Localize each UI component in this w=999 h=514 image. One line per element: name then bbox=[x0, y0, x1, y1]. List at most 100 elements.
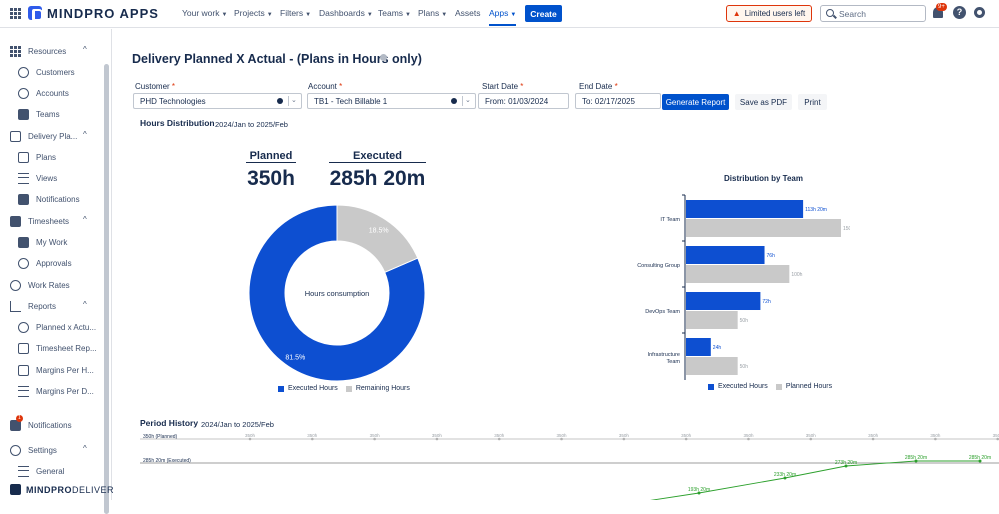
executed-point[interactable] bbox=[914, 459, 918, 463]
sidebar-item-general[interactable]: General bbox=[18, 464, 64, 478]
notifications-bell-icon[interactable] bbox=[933, 7, 943, 18]
sidebar-item-label: Work Rates bbox=[28, 280, 70, 290]
clear-icon[interactable] bbox=[277, 98, 283, 104]
sidebar-item-label: Customers bbox=[36, 67, 75, 77]
bar-planned[interactable] bbox=[686, 265, 790, 283]
search-input[interactable]: Search bbox=[820, 5, 926, 22]
planned-point[interactable] bbox=[996, 437, 999, 441]
bar-executed[interactable] bbox=[686, 200, 804, 218]
end-date-input[interactable]: To: 02/17/2025 bbox=[575, 93, 661, 109]
chevron-up-icon[interactable]: ^ bbox=[83, 130, 87, 139]
nav-apps[interactable]: Apps ▼ bbox=[489, 8, 517, 26]
category-label: Infrastructure bbox=[648, 352, 680, 358]
chevron-down-icon: ▼ bbox=[405, 12, 411, 18]
donut-value-label: 18.5% bbox=[369, 227, 389, 234]
nav-your-work[interactable]: Your work ▼ bbox=[182, 8, 227, 18]
sidebar-item-margins-per-h[interactable]: Margins Per H... bbox=[18, 363, 94, 377]
planned-point[interactable] bbox=[560, 437, 563, 441]
sidebar-item-accounts[interactable]: Accounts bbox=[18, 86, 69, 100]
timesheet-report-icon bbox=[18, 342, 29, 354]
limited-users-button[interactable]: ▲ Limited users left bbox=[726, 5, 812, 22]
nav-teams[interactable]: Teams ▼ bbox=[378, 8, 411, 18]
sidebar-item-notifications[interactable]: Notifications bbox=[18, 192, 80, 206]
chevron-up-icon[interactable]: ^ bbox=[83, 45, 87, 54]
bar-executed[interactable] bbox=[686, 338, 711, 356]
executed-point[interactable] bbox=[697, 491, 701, 495]
executed-point[interactable] bbox=[978, 459, 982, 463]
bar-executed[interactable] bbox=[686, 292, 761, 310]
planned-point[interactable] bbox=[435, 437, 439, 441]
planned-point[interactable] bbox=[809, 437, 813, 441]
chevron-up-icon[interactable]: ^ bbox=[83, 215, 87, 224]
donut-slice-remaining[interactable] bbox=[336, 204, 419, 274]
bar-planned[interactable] bbox=[686, 357, 738, 375]
sidebar-item-approvals[interactable]: Approvals bbox=[18, 256, 72, 270]
brand-name[interactable]: MINDPRO APPS bbox=[47, 6, 159, 21]
planned-point-label: 350h bbox=[681, 433, 692, 438]
nav-projects[interactable]: Projects ▼ bbox=[234, 8, 273, 18]
sliders-icon bbox=[18, 465, 29, 477]
donut-slice-executed[interactable] bbox=[248, 204, 426, 382]
planned-point-label: 350h bbox=[993, 433, 999, 438]
clear-icon[interactable] bbox=[451, 98, 457, 104]
bar-planned[interactable] bbox=[686, 219, 841, 237]
sidebar-item-customers[interactable]: Customers bbox=[18, 65, 75, 79]
sidebar-item-timesheets[interactable]: Timesheets bbox=[10, 214, 69, 228]
create-button[interactable]: Create bbox=[525, 5, 562, 22]
sidebar-item-teams[interactable]: Teams bbox=[18, 107, 60, 121]
chevron-up-icon[interactable]: ^ bbox=[83, 444, 87, 453]
mindpro-logo-icon[interactable] bbox=[28, 6, 43, 21]
legend-label-executed: Executed Hours bbox=[718, 383, 768, 390]
planned-point[interactable] bbox=[871, 437, 875, 441]
sidebar-item-notifications[interactable]: Notifications 1 bbox=[10, 415, 72, 432]
planned-point[interactable] bbox=[934, 437, 937, 441]
planned-point[interactable] bbox=[248, 437, 252, 441]
info-icon[interactable] bbox=[380, 54, 387, 61]
sidebar-item-work-rates[interactable]: Work Rates bbox=[10, 278, 70, 292]
nav-plans[interactable]: Plans ▼ bbox=[418, 8, 447, 18]
chevron-up-icon[interactable]: ^ bbox=[83, 300, 87, 309]
sidebar-item-views[interactable]: Views bbox=[18, 171, 57, 185]
executed-point[interactable] bbox=[844, 464, 848, 468]
nav-filters[interactable]: Filters ▼ bbox=[280, 8, 311, 18]
sidebar-item-reports[interactable]: Reports bbox=[10, 299, 56, 313]
nav-dashboards[interactable]: Dashboards ▼ bbox=[319, 8, 373, 18]
bar-value-label: 113h 20m bbox=[805, 207, 827, 213]
executed-point[interactable] bbox=[783, 476, 787, 480]
save-as-pdf-button[interactable]: Save as PDF bbox=[735, 94, 792, 110]
generate-report-button[interactable]: Generate Report bbox=[662, 94, 729, 110]
sidebar-item-margins-per-d[interactable]: Margins Per D... bbox=[18, 384, 94, 398]
chevron-down-icon: ▼ bbox=[266, 12, 273, 18]
planned-point[interactable] bbox=[622, 437, 626, 441]
customer-label-text: Customer bbox=[135, 82, 170, 91]
planned-point[interactable] bbox=[747, 437, 750, 441]
planned-point[interactable] bbox=[497, 437, 501, 441]
app-switcher-icon[interactable] bbox=[10, 8, 21, 19]
start-date-input[interactable]: From: 01/03/2024 bbox=[478, 93, 569, 109]
sidebar-item-delivery-pla[interactable]: Delivery Pla... bbox=[10, 129, 77, 143]
executed-point-label: 285h 20m bbox=[969, 455, 991, 461]
sidebar-item-my-work[interactable]: My Work bbox=[18, 235, 67, 249]
chevron-down-icon: ▼ bbox=[221, 12, 228, 18]
margins-hour-icon bbox=[18, 364, 29, 376]
planned-point[interactable] bbox=[684, 437, 688, 441]
bar-executed[interactable] bbox=[686, 246, 765, 264]
help-icon[interactable]: ? bbox=[953, 6, 966, 19]
sidebar-item-resources[interactable]: Resources bbox=[10, 44, 66, 58]
distribution-by-team-chart: IT Team 113h 20m 150h Consulting Group 76h 10… bbox=[637, 194, 850, 380]
planned-point[interactable] bbox=[311, 437, 314, 441]
nav-assets[interactable]: Assets bbox=[455, 8, 481, 18]
settings-gear-icon[interactable] bbox=[974, 7, 985, 18]
customer-select[interactable]: PHD Technologies ⌄ bbox=[133, 93, 302, 109]
sidebar-item-timesheet-rep[interactable]: Timesheet Rep... bbox=[18, 341, 97, 355]
sidebar-scrollbar[interactable] bbox=[104, 64, 109, 514]
sidebar-item-plans[interactable]: Plans bbox=[18, 150, 56, 164]
sidebar-item-settings[interactable]: Settings bbox=[10, 443, 57, 457]
bar-planned[interactable] bbox=[686, 311, 738, 329]
sidebar-item-planned-x-actu[interactable]: Planned x Actu... bbox=[18, 320, 96, 334]
print-button[interactable]: Print bbox=[798, 94, 827, 110]
account-select[interactable]: TB1 - Tech Billable 1 ⌄ bbox=[307, 93, 476, 109]
sidebar-item-label: Notifications bbox=[28, 420, 72, 430]
category-label: IT Team bbox=[660, 217, 680, 223]
planned-point[interactable] bbox=[373, 437, 376, 441]
